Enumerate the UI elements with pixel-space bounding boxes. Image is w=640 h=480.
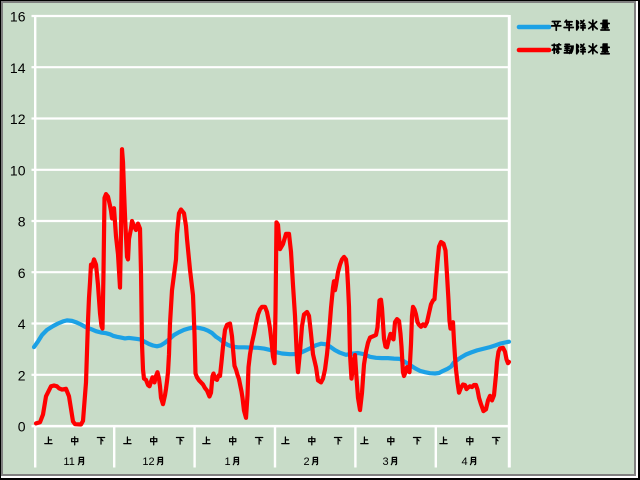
svg-text:10: 10 (10, 162, 26, 178)
svg-text:3: 3 (383, 456, 389, 468)
svg-text:2: 2 (18, 367, 26, 383)
svg-text:2: 2 (304, 456, 310, 468)
svg-text:4: 4 (462, 456, 468, 468)
svg-text:0: 0 (18, 419, 26, 435)
svg-text:6: 6 (18, 265, 26, 281)
svg-text:12: 12 (10, 111, 26, 127)
svg-text:4: 4 (18, 316, 26, 332)
svg-text:1: 1 (225, 456, 231, 468)
svg-text:8: 8 (18, 214, 26, 230)
svg-text:11: 11 (63, 456, 74, 468)
svg-text:16: 16 (10, 9, 26, 25)
svg-text:14: 14 (10, 60, 26, 76)
svg-text:12: 12 (142, 456, 154, 468)
